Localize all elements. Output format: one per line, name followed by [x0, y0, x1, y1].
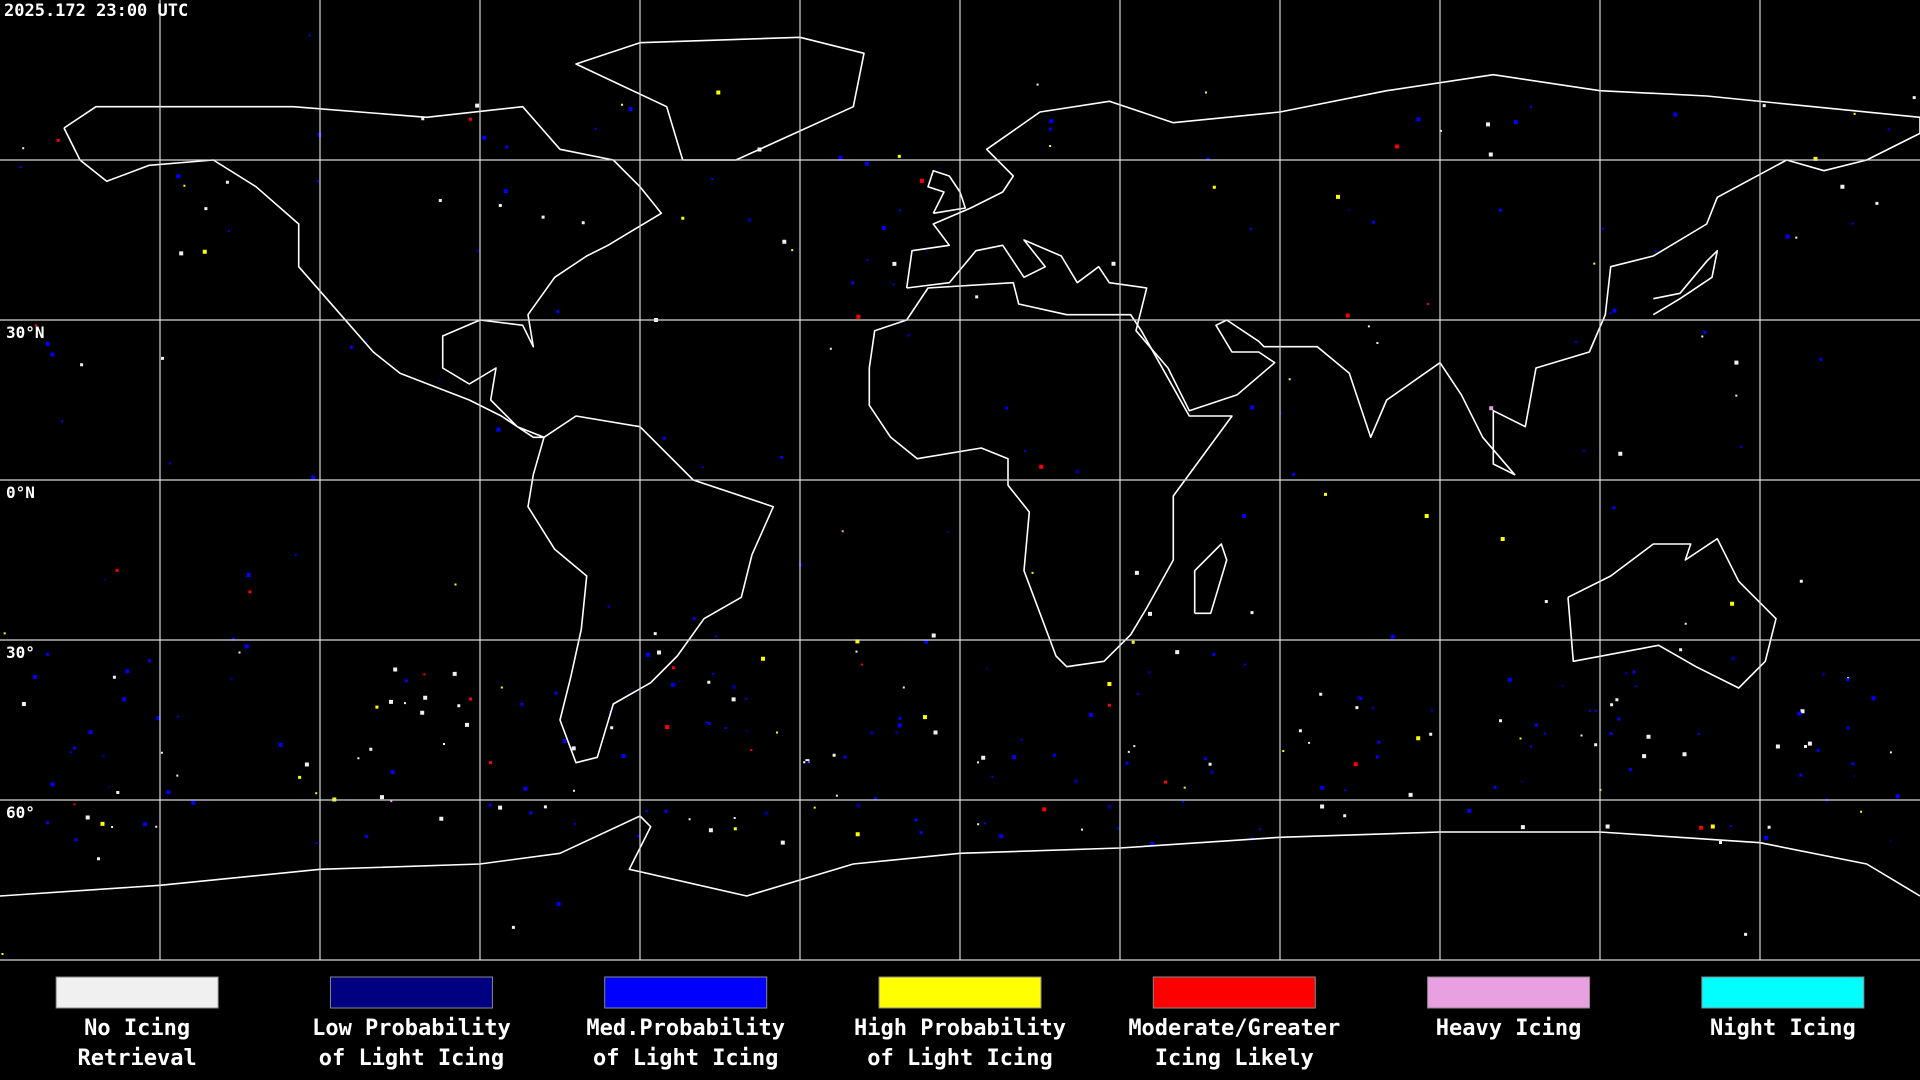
legend-label: of Light Icing [319, 1046, 504, 1071]
legend-label: High Probability [854, 1016, 1066, 1041]
legend: No Icing Retrieval Low Probability of Light… [55, 976, 1865, 1071]
legend-swatch [1152, 976, 1316, 1009]
latitude-label: 0°N [6, 483, 35, 502]
graticule [0, 0, 1920, 961]
legend-swatch [1701, 976, 1865, 1009]
latitude-label: 60° [6, 803, 35, 822]
legend-label: Low Probability [312, 1016, 511, 1041]
latitude-label: 30° [6, 643, 35, 662]
legend-label: Icing Likely [1155, 1046, 1314, 1071]
coastline [927, 169, 967, 215]
legend-swatch [55, 976, 219, 1009]
legend-swatch [1427, 976, 1591, 1009]
legend-swatch [878, 976, 1042, 1009]
legend-label: No Icing [84, 1016, 190, 1041]
legend-label: Med.Probability [586, 1016, 785, 1041]
latitude-labels: 30°N 0°N 30° 60° [6, 323, 45, 822]
latitude-label: 30°N [6, 323, 45, 342]
legend-label: of Light Icing [593, 1046, 778, 1071]
coastline [905, 73, 1920, 476]
coastline [1567, 537, 1777, 689]
coastline [527, 415, 775, 764]
legend-label: Heavy Icing [1436, 1016, 1582, 1041]
coastline [1652, 249, 1719, 316]
legend-label: of Light Icing [867, 1046, 1052, 1071]
legend-label: Night Icing [1710, 1016, 1856, 1041]
legend-label: Retrieval [78, 1046, 197, 1071]
coastline [1193, 543, 1228, 615]
timestamp: 2025.172 23:00 UTC [4, 1, 188, 21]
legend-swatch [604, 976, 768, 1009]
coastline [63, 105, 663, 439]
legend-label: Moderate/Greater [1128, 1016, 1340, 1041]
legend-swatch [329, 976, 493, 1009]
coastline [868, 281, 1233, 668]
